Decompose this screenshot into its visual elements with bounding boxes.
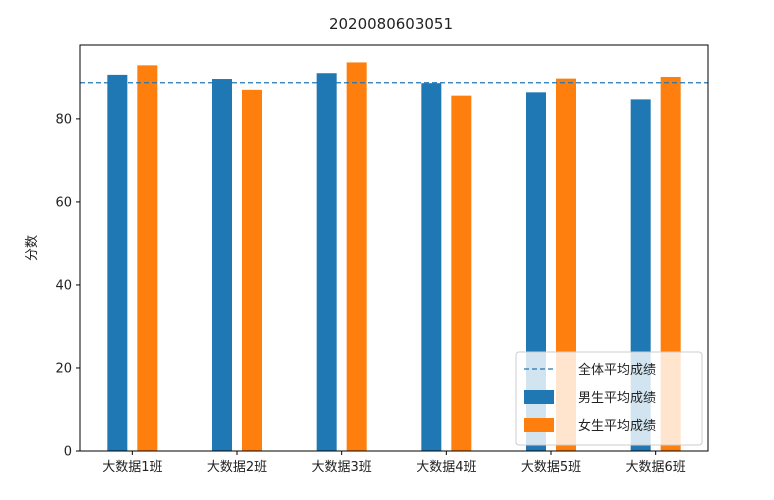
bar-male-4 [421, 83, 442, 451]
legend-label-male: 男生平均成绩 [578, 391, 656, 406]
y-tick-label: 60 [55, 195, 72, 210]
x-tick-label: 大数据2班 [207, 460, 267, 475]
plot-frame [79, 44, 709, 452]
y-tick-label: 40 [55, 278, 72, 293]
x-tick-label: 大数据1班 [102, 460, 162, 475]
legend-swatch-female [524, 418, 554, 432]
x-tick-label: 大数据3班 [312, 460, 372, 475]
y-tick-label: 20 [55, 361, 72, 376]
y-axis-label: 分数 [25, 235, 40, 261]
bar-male-1 [107, 74, 128, 451]
legend-label-overall: 全体平均成绩 [578, 362, 656, 378]
x-tick-label: 大数据5班 [521, 460, 581, 475]
chart-title: 2020080603051 [329, 15, 453, 33]
bar-female-4 [451, 95, 472, 452]
x-tick-label: 大数据6班 [626, 460, 686, 475]
plot-area: 0 20 40 60 80 大数据1班 大数据2班 大数据3班 大数据4班 大数据5班 大数据6班 [55, 44, 709, 475]
x-tick-label: 大数据4班 [416, 460, 476, 475]
bar-male-2 [212, 79, 232, 451]
legend-label-female: 女生平均成绩 [578, 418, 656, 434]
legend-swatch-male [524, 390, 554, 404]
bar-female-1 [137, 65, 158, 451]
y-tick-label: 0 [64, 445, 72, 460]
bar-male-3 [316, 73, 337, 451]
bar-female-3 [346, 62, 367, 451]
legend-box [515, 351, 703, 446]
bar-female-2 [242, 89, 262, 451]
y-tick-label: 80 [55, 112, 72, 127]
